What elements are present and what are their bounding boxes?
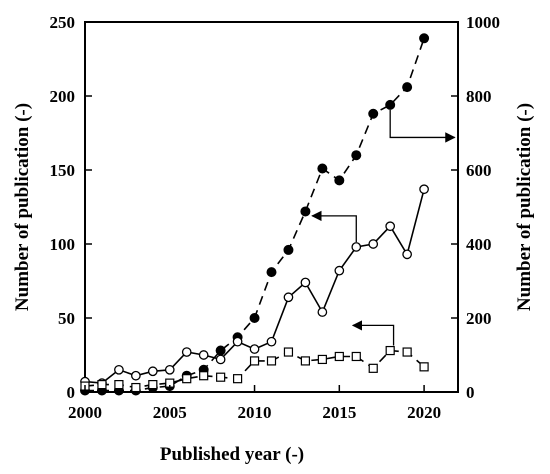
series-1-line <box>85 38 425 392</box>
series-2-point <box>300 277 311 288</box>
left-y-tick-label: 150 <box>50 161 76 180</box>
series-3-point <box>283 347 294 357</box>
left-y-axis-title: Number of publication (-) <box>12 103 33 311</box>
left-y-tick-label: 0 <box>67 383 76 402</box>
series-3-point <box>148 380 158 390</box>
series-3-point <box>232 374 243 384</box>
x-tick-label: 2020 <box>407 403 441 422</box>
series-2-point <box>131 370 141 381</box>
series-2-point <box>385 221 396 232</box>
series-1-point <box>317 163 328 174</box>
series-2-point <box>317 307 328 317</box>
series-3-point <box>199 371 209 381</box>
annotation-arrow-2 <box>311 210 357 242</box>
right-y-tick-label: 1000 <box>466 13 500 32</box>
annotation-arrow-1 <box>389 109 456 143</box>
series-3-point <box>216 372 226 382</box>
series-3-point <box>419 362 429 372</box>
series-3-point <box>97 380 107 390</box>
series-1-point <box>368 108 379 119</box>
x-tick-label: 2010 <box>238 403 272 422</box>
series-2-point <box>283 292 294 303</box>
series-2-point <box>147 366 158 377</box>
left-y-tick-label: 250 <box>50 13 76 32</box>
plot-frame <box>84 21 459 393</box>
series-3-point <box>334 351 344 362</box>
series-2-point <box>266 336 277 347</box>
series-3-point <box>317 354 327 365</box>
series-3-point <box>385 345 395 356</box>
right-y-axis-title: Number of publication (-) <box>514 103 535 311</box>
series-2-point <box>164 364 175 375</box>
series-3-point <box>300 356 311 366</box>
series-1-point <box>385 99 396 110</box>
series-2-point <box>198 350 209 360</box>
series-3-point <box>249 356 260 366</box>
series-3-point <box>402 347 412 357</box>
series-2-point <box>368 239 379 249</box>
right-y-tick-label: 800 <box>466 87 492 106</box>
series-3-point <box>131 382 141 393</box>
series-1-point <box>351 150 362 161</box>
series-1-point <box>215 345 226 356</box>
left-y-tick-label: 100 <box>50 235 76 254</box>
series-1-point <box>249 313 260 323</box>
series-2-point <box>351 242 362 252</box>
series-2-point <box>181 347 192 357</box>
x-tick-label: 2000 <box>68 403 102 422</box>
series-3-point <box>351 351 361 362</box>
series-1-point <box>402 82 413 93</box>
series-3-point <box>266 356 277 366</box>
annotation-arrow-3 <box>351 320 395 346</box>
series-2-point <box>402 249 412 260</box>
left-y-tick-label: 200 <box>50 87 76 106</box>
left-y-tick-label: 50 <box>58 309 75 328</box>
right-y-tick-label: 0 <box>466 383 475 402</box>
x-tick-label: 2015 <box>322 403 356 422</box>
right-y-tick-label: 200 <box>466 309 492 328</box>
series-2-line <box>84 188 425 384</box>
right-y-tick-label: 600 <box>466 161 492 180</box>
series-1-point <box>266 267 277 278</box>
series-2-point <box>215 354 226 365</box>
series-3-point <box>114 380 124 390</box>
series-2-point <box>334 265 345 276</box>
series-1-point <box>283 244 294 255</box>
series-1-point <box>334 175 345 186</box>
right-y-tick-label: 400 <box>466 235 492 254</box>
series-2-point <box>419 184 429 195</box>
series-2-point <box>114 364 124 375</box>
series-3-point <box>368 363 378 373</box>
series-1-point <box>300 206 311 217</box>
x-axis-title: Published year (-) <box>160 444 304 465</box>
series-1-point <box>419 33 430 44</box>
series-2-point <box>232 336 243 347</box>
series-3-point <box>182 374 192 384</box>
series-2-point <box>249 344 260 354</box>
x-tick-label: 2005 <box>153 403 187 422</box>
